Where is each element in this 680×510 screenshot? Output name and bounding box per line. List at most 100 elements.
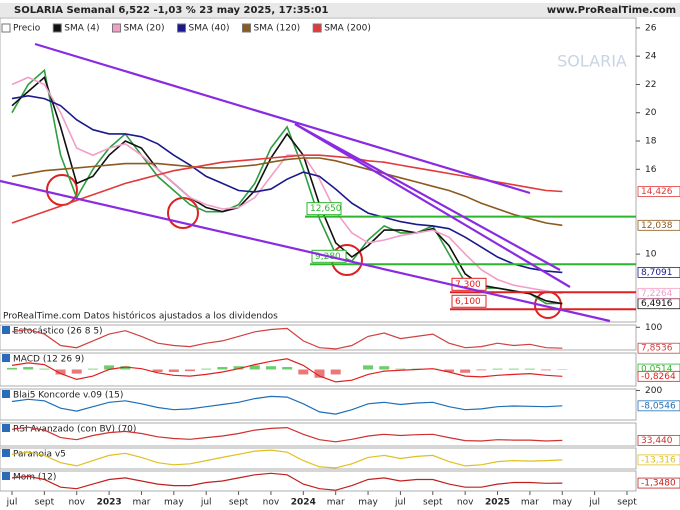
trendline xyxy=(0,179,611,323)
legend-swatch xyxy=(112,23,122,33)
panel-frame xyxy=(0,470,637,492)
x-tick-label: mar xyxy=(521,498,539,508)
x-tick-label: jul xyxy=(6,498,18,508)
panel-frame xyxy=(0,324,637,351)
legend-label: SMA (20) xyxy=(124,24,165,34)
histogram-bar xyxy=(265,366,276,370)
series-line xyxy=(11,395,563,415)
last-value-label: -8,0546 xyxy=(641,401,676,411)
panel-frame xyxy=(0,388,637,421)
histogram-bar xyxy=(524,368,535,370)
y-tick-label: 24 xyxy=(645,52,657,62)
x-tick-label: mar xyxy=(327,498,345,508)
x-tick-label: sept xyxy=(617,498,637,508)
y-tick-label: 20 xyxy=(645,108,657,118)
histogram-bar xyxy=(249,365,260,370)
panel-title-box xyxy=(2,326,10,334)
last-value-label: 6,4916 xyxy=(641,299,673,309)
trendline xyxy=(294,123,561,271)
histogram-bar xyxy=(168,369,179,372)
histogram-bar xyxy=(104,365,115,370)
x-tick-label: 2025 xyxy=(485,498,510,508)
histogram-bar xyxy=(460,369,471,373)
panel-title-box xyxy=(2,449,10,457)
y-tick-label: 200 xyxy=(645,386,662,396)
histogram-bar xyxy=(152,369,163,372)
last-value-box xyxy=(637,477,680,489)
last-value-label: -1,3480 xyxy=(641,479,676,489)
series-line xyxy=(11,358,563,383)
panel-frame xyxy=(0,447,637,470)
legend-label: Precio xyxy=(13,24,41,34)
series-line xyxy=(11,157,563,227)
series-line xyxy=(11,76,563,295)
last-value-box xyxy=(637,186,680,197)
histogram-bar xyxy=(23,367,34,370)
panel-title: Blai5 Koncorde v.09 (15) xyxy=(13,391,123,401)
source: www.ProRealTime.com xyxy=(547,5,676,16)
series-line xyxy=(11,426,563,443)
legend-label: SMA (120) xyxy=(253,24,300,34)
histogram-bar xyxy=(233,366,244,370)
y-tick-label: 26 xyxy=(645,23,657,33)
histogram-bar xyxy=(541,369,552,371)
legend-label: SMA (40) xyxy=(189,24,230,34)
panel-frame xyxy=(0,17,637,323)
legend-swatch xyxy=(312,23,322,33)
level-box xyxy=(451,294,487,308)
legend-swatch xyxy=(1,23,11,33)
legend-swatch xyxy=(241,23,251,33)
series-line xyxy=(11,472,563,491)
histogram-bar xyxy=(395,368,406,370)
y-tick-label: 16 xyxy=(645,165,657,175)
legend-label: SMA (200) xyxy=(324,24,371,34)
level-label: 7,300 xyxy=(455,280,481,290)
header-bar xyxy=(0,3,680,17)
last-value-label: 7,8536 xyxy=(641,344,673,354)
legend-label: SMA (4) xyxy=(64,24,99,34)
histogram-bar xyxy=(201,368,212,370)
panel-frame xyxy=(0,422,637,447)
histogram-bar xyxy=(298,369,309,375)
last-value-box xyxy=(637,454,680,466)
last-value-box xyxy=(637,400,680,412)
x-tick-label: 2023 xyxy=(97,498,122,508)
panel-frame xyxy=(0,352,637,387)
histogram-bar xyxy=(443,369,454,372)
x-tick-label: mar xyxy=(132,498,150,508)
panel-title-box xyxy=(2,390,10,398)
x-tick-label: jul xyxy=(588,498,600,508)
histogram-bar xyxy=(282,367,293,370)
note: ProRealTime.com Datos históricos ajustad… xyxy=(3,311,278,322)
histogram-bar xyxy=(379,366,390,370)
last-value-box xyxy=(637,342,680,354)
histogram-bar xyxy=(314,369,325,378)
legend-swatch xyxy=(177,23,186,33)
last-value-label: -13,316 xyxy=(641,455,676,465)
series-line xyxy=(11,327,563,350)
panel-title-box xyxy=(2,472,10,480)
last-value-box xyxy=(637,266,680,278)
last-value-label: 12,038 xyxy=(641,221,673,231)
chart-title: SOLARIA Semanal 6,522 -1,03 % 23 may 202… xyxy=(14,5,328,16)
last-value-label: 8,7091 xyxy=(641,268,673,278)
x-tick-label: nov xyxy=(457,498,474,508)
histogram-bar xyxy=(492,368,503,370)
x-tick-label: sept xyxy=(35,498,55,508)
x-tick-label: 2024 xyxy=(291,498,316,508)
x-tick-label: jul xyxy=(394,498,406,508)
histogram-bar xyxy=(71,369,82,374)
histogram-bar xyxy=(476,369,487,371)
level-box xyxy=(306,202,342,216)
last-value-label: -0,8264 xyxy=(641,372,676,382)
x-tick-label: may xyxy=(552,498,572,508)
panel-title-box xyxy=(2,354,10,362)
level-label: 12,650 xyxy=(310,204,342,214)
panel-title-box xyxy=(2,424,10,432)
histogram-bar xyxy=(330,369,341,375)
x-tick-label: nov xyxy=(68,498,85,508)
x-tick-label: sept xyxy=(423,498,443,508)
x-tick-label: jul xyxy=(200,498,212,508)
histogram-bar xyxy=(217,367,228,370)
